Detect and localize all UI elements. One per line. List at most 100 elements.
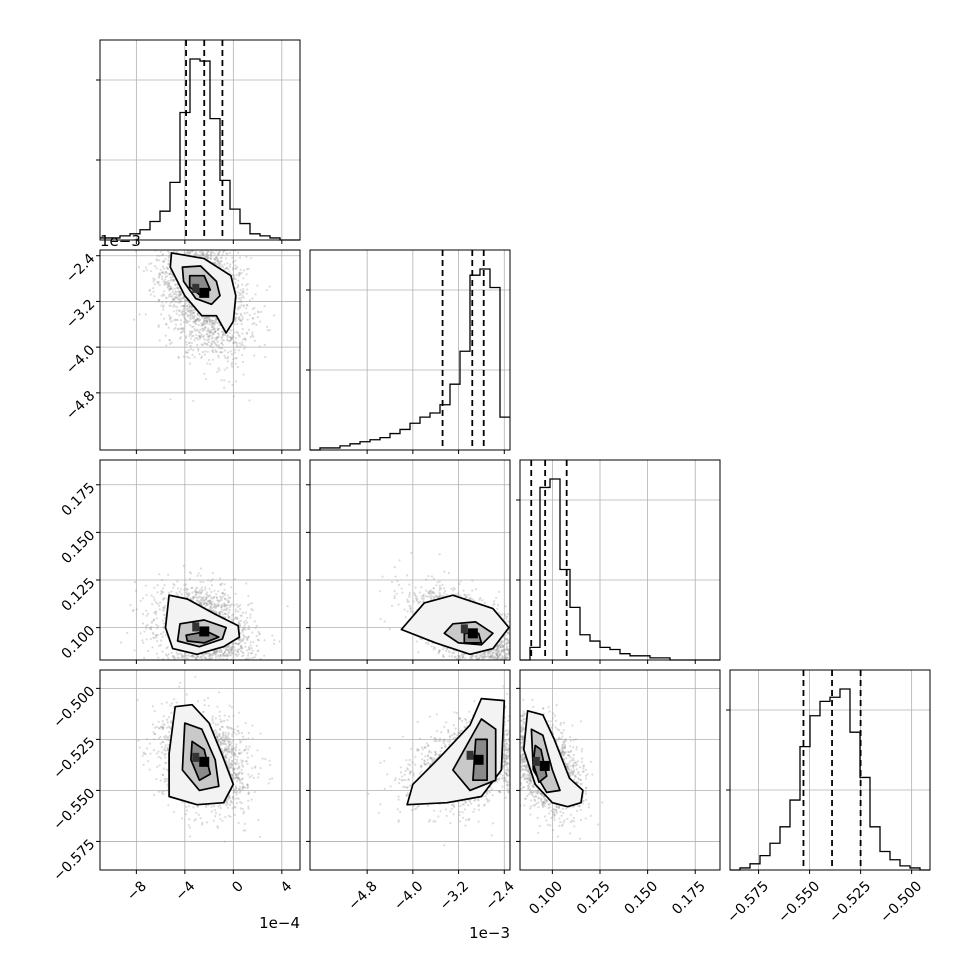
scatter-point [224,737,228,740]
scatter-point [215,596,219,600]
scatter-point [205,332,209,336]
scatter-point [211,349,214,352]
scatter-point [186,243,188,245]
scatter-point [212,319,215,322]
scatter-point [190,660,192,662]
scatter-point [241,708,243,710]
scatter-point [181,221,183,223]
scatter-point [226,357,229,360]
scatter-point [165,701,168,704]
scatter-point [215,683,217,685]
scatter-point [245,582,248,585]
scatter-point [167,255,170,258]
x-tick-label: −0.500 [877,878,925,926]
scatter-point [178,292,181,296]
scatter-point [231,642,234,646]
scatter-point [205,246,207,248]
scatter-point [165,275,168,278]
scatter-point [181,327,184,330]
scatter-point [208,241,210,243]
scatter-point [213,258,217,261]
scatter-point [163,606,166,609]
scatter-point [239,646,242,650]
scatter-point [223,263,226,266]
scatter-point [194,818,197,821]
scatter-point [200,601,203,604]
scatter-point [170,224,172,226]
scatter-point [233,604,236,607]
scatter-point [237,642,240,645]
scatter-point [206,257,209,260]
scatter-point [201,599,204,602]
scatter-point [177,290,180,293]
scatter-point [178,309,181,312]
scatter-point [234,267,238,270]
scatter-point [243,673,245,675]
scatter-point [199,683,201,685]
scatter-point [247,594,250,597]
scatter-point [162,260,165,263]
scatter-point [173,656,176,660]
scatter-point [241,647,244,650]
scatter-point [182,327,185,330]
scatter-point [179,290,182,293]
scatter-point [236,346,239,349]
scatter-point [172,276,175,279]
scatter-point [160,294,163,297]
scatter-point [167,282,170,285]
scatter-point [253,312,256,315]
scatter-point [185,308,188,311]
scatter-point [210,340,213,343]
scatter-point [158,299,161,302]
scatter-point [205,317,208,320]
scatter-point [247,635,250,639]
scatter-point [195,243,197,245]
scatter-point [198,334,201,337]
scatter-point [209,344,212,347]
scatter-point [262,671,264,673]
scatter-point [204,326,207,330]
scatter-point [204,666,206,668]
scatter-point [196,574,199,577]
scatter-point [226,253,229,256]
scatter-point [233,348,236,351]
scatter-point [174,293,177,296]
scatter-point [224,675,226,677]
scatter-point [152,237,154,239]
scatter-point [195,654,198,657]
scatter-point [169,316,173,319]
scatter-point [178,222,180,224]
scatter-point [196,343,199,347]
scatter-point [246,268,249,271]
scatter-point [209,318,212,321]
scatter-point [202,242,204,244]
scatter-point [145,593,148,597]
scatter-point [170,230,172,232]
scatter-point [214,606,218,609]
scatter-point [176,306,179,309]
scatter-point [197,663,199,665]
scatter-point [226,753,229,756]
scatter-point [202,654,205,657]
scatter-point [203,341,206,345]
scatter-point [169,287,172,290]
scatter-point [238,738,241,741]
scatter-point [196,317,199,320]
scatter-point [142,597,145,600]
scatter-point [219,351,223,354]
scatter-point [172,586,175,589]
scatter-point [214,350,217,353]
scatter-point [179,235,181,237]
scatter-point [192,320,195,323]
scatter-point [196,337,199,340]
scatter-point [230,336,233,339]
scatter-point [232,342,235,345]
scatter-point [238,272,241,275]
scatter-point [209,235,211,237]
scatter-point [211,343,214,346]
y-tick-label: 0.175 [59,480,99,520]
scatter-point [215,337,218,340]
scatter-point [188,592,191,595]
scatter-point [213,606,216,609]
scatter-point [196,655,200,659]
